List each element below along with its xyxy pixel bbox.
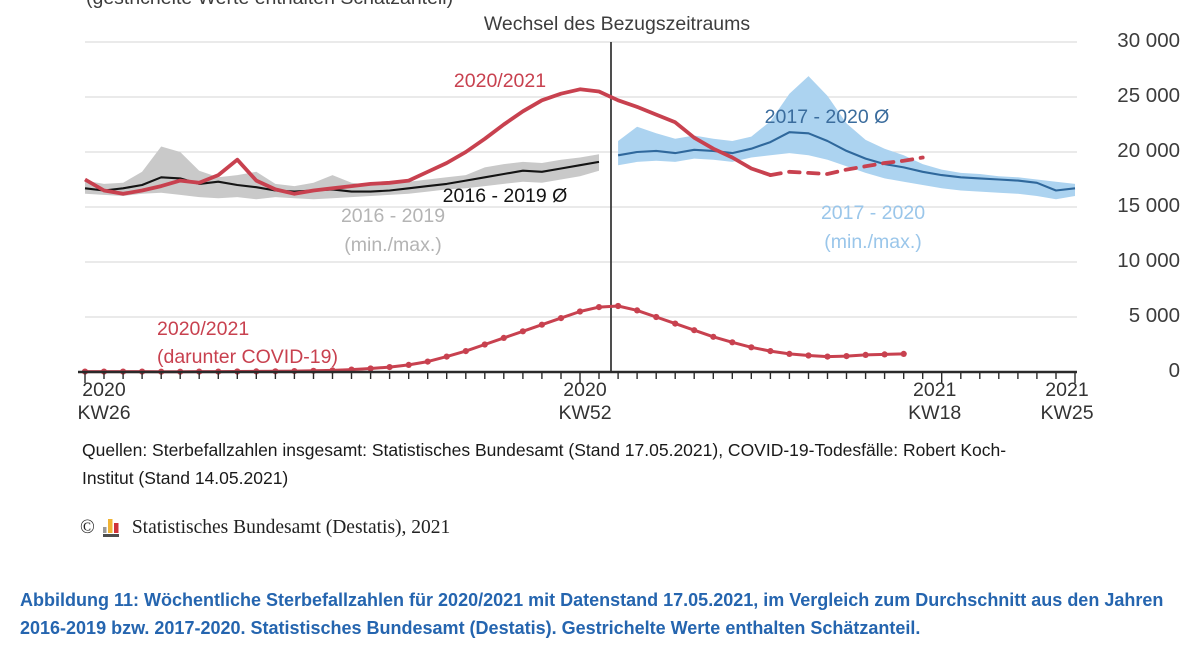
covid-marker bbox=[481, 341, 488, 348]
series-label-covid: 2020/2021 (darunter COVID-19) bbox=[157, 315, 338, 371]
chart-canvas bbox=[78, 41, 1077, 383]
series-label-2020-2021: 2020/2021 bbox=[453, 70, 547, 92]
x-tick-week: KW18 bbox=[908, 402, 962, 424]
covid-marker bbox=[519, 328, 527, 335]
covid-marker bbox=[634, 307, 641, 314]
figure-caption-line: 2016-2019 bzw. 2017-2020. Statistisches … bbox=[20, 618, 921, 638]
y-tick-label: 0 bbox=[1168, 359, 1180, 382]
x-tick-label: 2021 KW18 bbox=[890, 379, 980, 425]
covid-marker bbox=[900, 350, 907, 357]
covid-marker bbox=[405, 361, 412, 368]
band-minmax_2016_2019 bbox=[85, 146, 599, 200]
series-label-2016-2019-minmax: 2016 - 2019 (min./max.) bbox=[341, 202, 445, 260]
covid-marker bbox=[881, 351, 888, 358]
covid-marker bbox=[443, 353, 450, 360]
x-tick-year: 2021 bbox=[1045, 379, 1089, 401]
copyright-line: © Statistisches Bundesamt (Destatis), 20… bbox=[80, 517, 450, 539]
covid-marker bbox=[595, 304, 603, 311]
covid-marker bbox=[462, 348, 469, 355]
covid-marker bbox=[576, 308, 584, 315]
figure-caption: Abbildung 11: Wöchentliche Sterbefallzah… bbox=[20, 586, 1163, 642]
x-tick-label: 2021 KW25 bbox=[1022, 379, 1112, 425]
destatis-logo-icon bbox=[102, 519, 119, 537]
covid-marker bbox=[672, 320, 679, 327]
source-note-line: Quellen: Sterbefallzahlen insgesamt: Sta… bbox=[82, 440, 1007, 460]
line-avg-2017-2020 bbox=[617, 131, 1076, 192]
series-label-2017-2020-avg: 2017 - 2020 Ø bbox=[764, 106, 890, 128]
y-tick-label: 25 000 bbox=[1117, 84, 1180, 107]
x-tick-week: KW25 bbox=[1040, 402, 1094, 424]
chart-title: Wechsel des Bezugszeitraums bbox=[483, 13, 751, 35]
line-2020-2021-solid bbox=[84, 87, 772, 196]
covid-marker bbox=[367, 365, 374, 372]
y-tick-label: 30 000 bbox=[1117, 29, 1180, 52]
clipped-header-text: (gestrichelte Werte enthalten Schätzante… bbox=[86, 0, 453, 10]
source-note: Quellen: Sterbefallzahlen insgesamt: Sta… bbox=[82, 437, 1006, 492]
x-tick-year: 2021 bbox=[913, 379, 957, 401]
covid-marker bbox=[862, 351, 869, 358]
series-label-2016-2019-avg: 2016 - 2019 Ø bbox=[442, 185, 568, 207]
copyright-text: Statistisches Bundesamt (Destatis), 2021 bbox=[131, 517, 451, 538]
series-label-line: 2016 - 2019 bbox=[340, 205, 446, 227]
copyright-symbol: © bbox=[80, 517, 95, 538]
y-tick-label: 20 000 bbox=[1117, 139, 1180, 162]
series-label-line: 2020/2021 bbox=[157, 318, 250, 340]
covid-marker bbox=[691, 327, 698, 334]
covid-marker bbox=[843, 353, 850, 360]
x-tick-week: KW52 bbox=[558, 402, 612, 424]
series-label-line: (min./max.) bbox=[824, 231, 922, 253]
figure-caption-line: Abbildung 11: Wöchentliche Sterbefallzah… bbox=[20, 590, 1164, 610]
covid-marker bbox=[824, 353, 831, 360]
source-note-line: Institut (Stand 14.05.2021) bbox=[82, 467, 289, 488]
covid-marker bbox=[767, 348, 774, 355]
covid-marker bbox=[557, 315, 565, 322]
covid-marker bbox=[729, 339, 736, 346]
covid-marker bbox=[538, 321, 546, 328]
band-minmax_2017_2020 bbox=[618, 76, 1075, 200]
covid-marker bbox=[500, 334, 507, 341]
covid-marker bbox=[653, 313, 660, 321]
line-avg-2016-2019 bbox=[84, 160, 600, 193]
y-tick-label: 15 000 bbox=[1117, 194, 1180, 217]
x-tick-label: 2020 KW26 bbox=[59, 379, 149, 425]
y-tick-label: 5 000 bbox=[1128, 304, 1180, 327]
x-tick-year: 2020 bbox=[82, 379, 126, 401]
series-label-line: (darunter COVID-19) bbox=[157, 346, 338, 368]
x-tick-year: 2020 bbox=[563, 379, 607, 401]
covid-marker bbox=[424, 358, 431, 365]
covid-marker bbox=[710, 333, 717, 340]
covid-marker bbox=[386, 364, 393, 371]
x-tick-label: 2020 KW52 bbox=[540, 379, 630, 425]
y-tick-label: 10 000 bbox=[1117, 249, 1180, 272]
covid-marker bbox=[786, 350, 793, 357]
series-label-line: 2017 - 2020 bbox=[820, 202, 926, 224]
covid-marker bbox=[615, 302, 622, 310]
covid-marker bbox=[748, 344, 755, 351]
series-label-line: (min./max.) bbox=[344, 234, 442, 256]
series-label-2017-2020-minmax: 2017 - 2020 (min./max.) bbox=[821, 199, 925, 257]
x-tick-week: KW26 bbox=[77, 402, 131, 424]
line-2020-2021-dashed bbox=[768, 155, 925, 178]
covid-marker bbox=[805, 352, 812, 359]
